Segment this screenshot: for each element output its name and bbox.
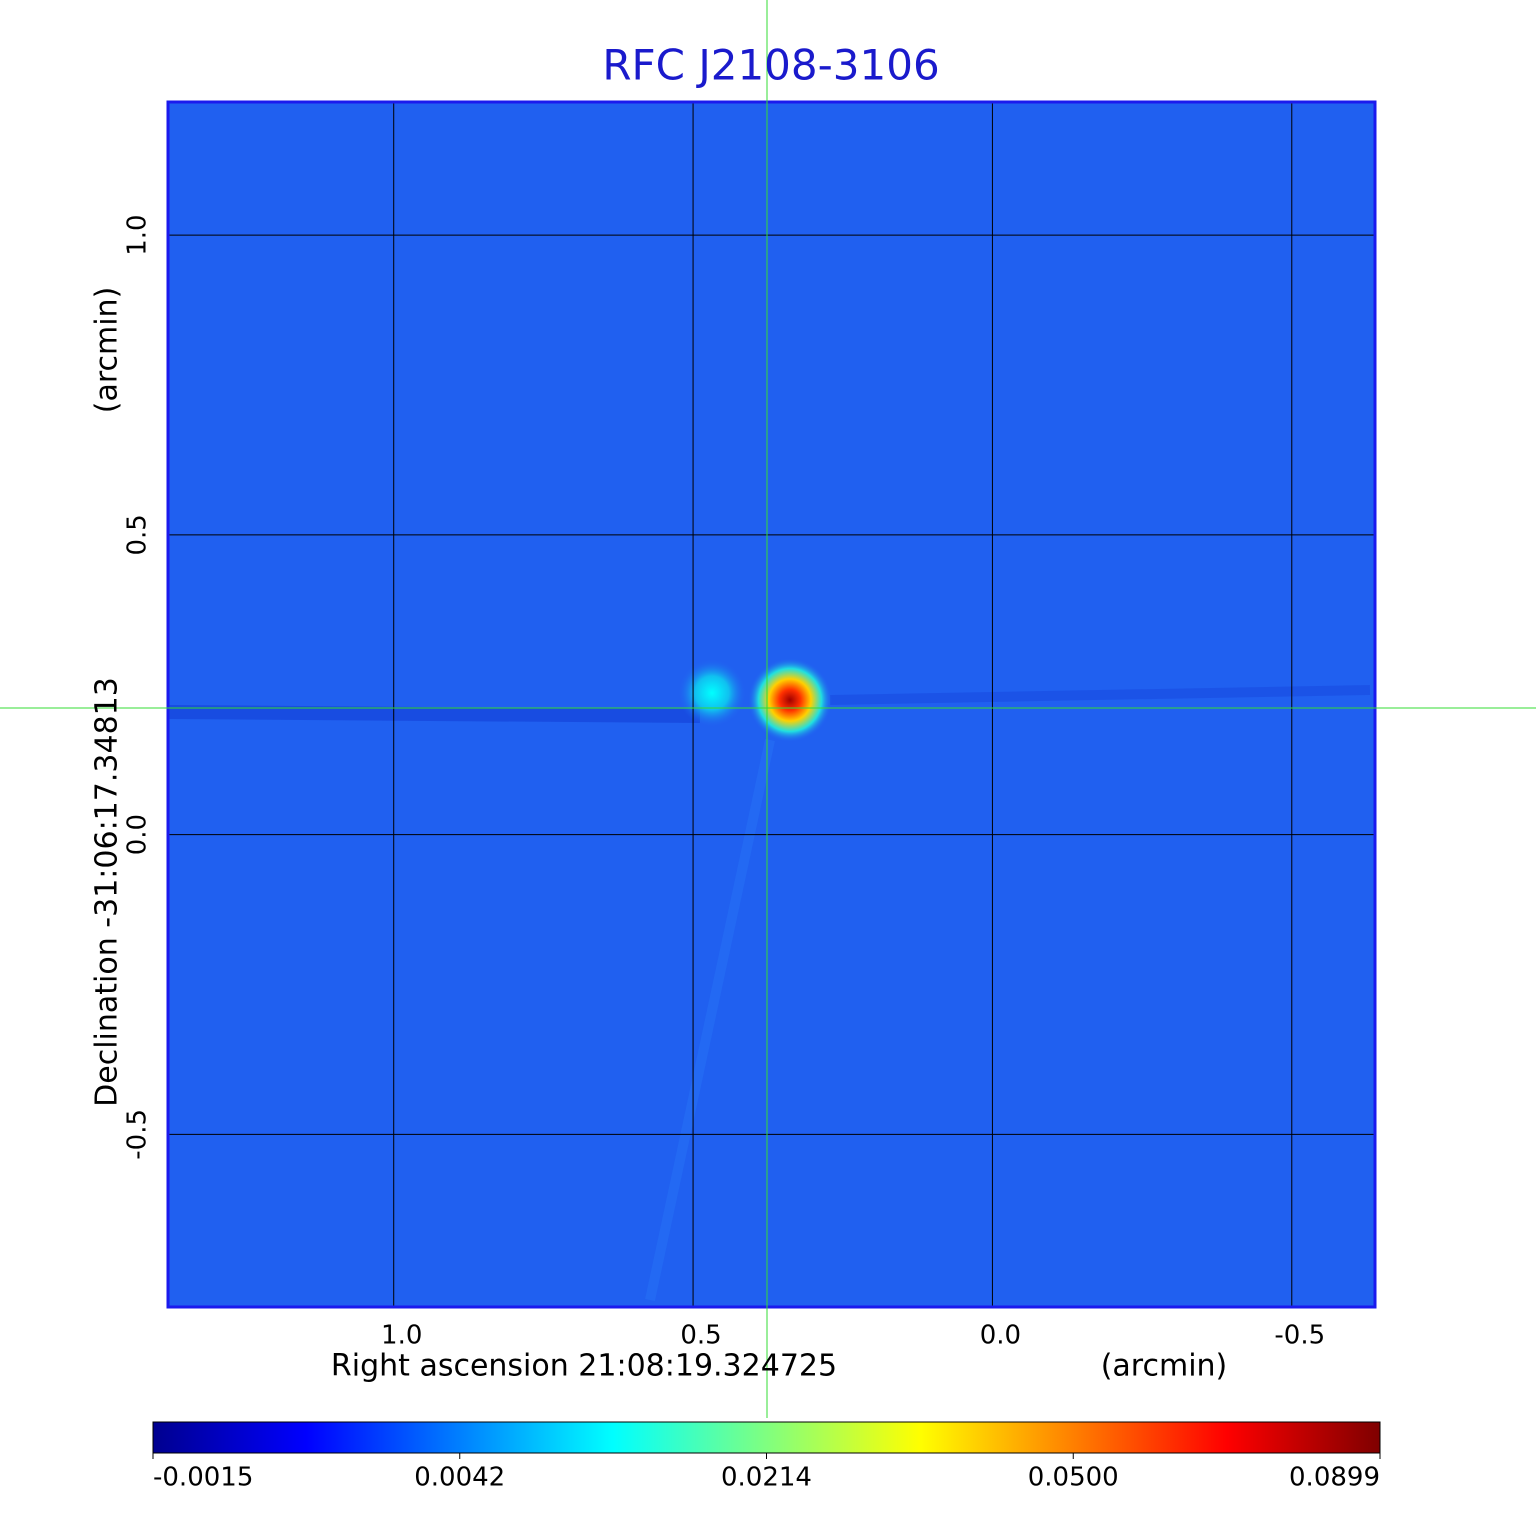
- x-tick-label: -0.5: [1274, 1321, 1325, 1351]
- x-tick-label: 0.5: [680, 1321, 721, 1351]
- y-tick-label: 1.0: [123, 214, 153, 255]
- streak: [829, 685, 1371, 705]
- chart-title: RFC J2108-3106: [602, 41, 939, 90]
- streak: [167, 705, 701, 723]
- colorbar-tick-label: 0.0214: [721, 1463, 812, 1493]
- y-tick-label: 0.5: [123, 514, 153, 555]
- x-axis-label: Right ascension 21:08:19.324725: [331, 1349, 837, 1384]
- colorbar-tick-label: 0.0042: [414, 1463, 505, 1493]
- plot-frame: [166, 100, 1377, 1309]
- source: [678, 659, 746, 727]
- colorbar-tick-label: -0.0015: [153, 1463, 253, 1493]
- colorbar-tick-label: 0.0500: [1028, 1463, 1119, 1493]
- colorbar-tick-label: 0.0899: [1289, 1463, 1380, 1493]
- streak: [645, 738, 775, 1302]
- y-axis-unit: (arcmin): [90, 287, 125, 414]
- source: [748, 658, 832, 742]
- x-tick-label: 1.0: [381, 1321, 422, 1351]
- x-tick-label: 0.0: [980, 1321, 1021, 1351]
- y-tick-label: -0.5: [123, 1109, 153, 1160]
- colorbar: [152, 1421, 1381, 1454]
- y-axis-label: Declination -31:06:17.34813: [90, 677, 125, 1107]
- y-tick-label: 0.0: [123, 814, 153, 855]
- x-axis-unit: (arcmin): [1101, 1349, 1228, 1384]
